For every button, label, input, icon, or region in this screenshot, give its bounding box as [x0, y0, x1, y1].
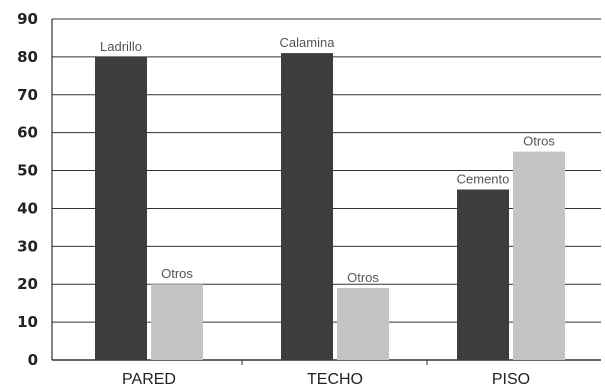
data-label-pared-2: Otros [161, 266, 193, 281]
bar-piso-2 [513, 151, 565, 360]
data-label-techo-2: Otros [347, 270, 379, 285]
data-label-piso-1: Cemento [457, 172, 510, 187]
x-tick-label-piso: PISO [492, 371, 530, 388]
bars [95, 53, 565, 361]
bar-techo-1 [281, 53, 333, 360]
y-axis-ticks: 0 10 20 30 40 50 60 70 80 90 [17, 10, 38, 369]
y-tick-label-0: 0 [28, 351, 38, 369]
y-tick-label-90: 90 [17, 10, 38, 28]
y-tick-label-80: 80 [17, 48, 38, 66]
x-axis: PARED TECHO PISO [122, 360, 530, 388]
y-tick-label-60: 60 [17, 124, 38, 142]
data-label-piso-2: Otros [523, 134, 555, 149]
bar-piso-1 [457, 189, 509, 360]
y-tick-label-50: 50 [17, 162, 38, 180]
bar-pared-1 [95, 56, 147, 361]
x-tick-label-pared: PARED [122, 371, 176, 388]
bar-techo-2 [337, 288, 389, 360]
y-tick-label-30: 30 [17, 237, 38, 255]
bar-pared-2 [151, 284, 203, 360]
y-tick-label-20: 20 [17, 275, 38, 293]
y-tick-label-40: 40 [17, 199, 38, 217]
data-label-pared-1: Ladrillo [100, 39, 142, 54]
y-tick-label-70: 70 [17, 86, 38, 104]
data-label-techo-1: Calamina [280, 35, 336, 50]
data-labels: Ladrillo Otros Calamina Otros Cemento Otros [100, 35, 555, 285]
y-tick-label-10: 10 [17, 313, 38, 331]
x-tick-label-techo: TECHO [307, 371, 363, 388]
